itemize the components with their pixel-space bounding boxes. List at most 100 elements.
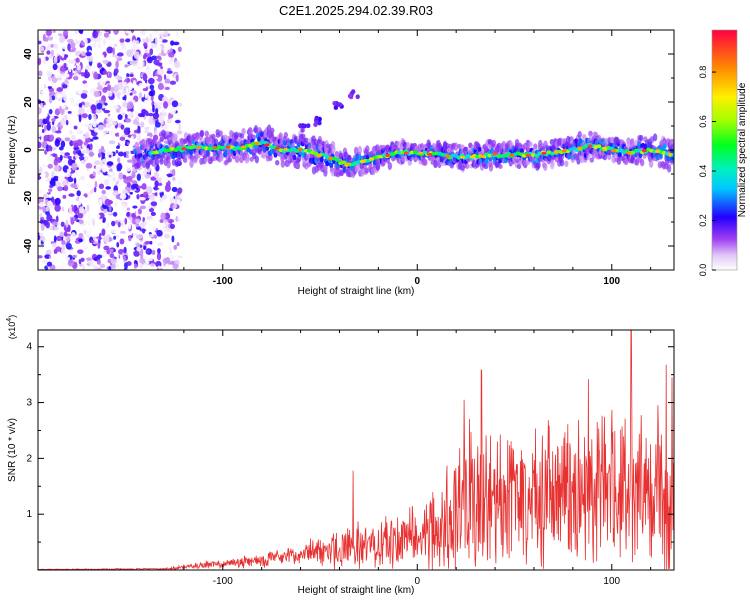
noise-speckle	[94, 180, 98, 189]
noise-speckle	[102, 59, 109, 64]
noise-speckle	[129, 73, 134, 77]
noise-speckle	[107, 91, 113, 97]
noise-speckle	[157, 185, 165, 189]
noise-speckle	[158, 56, 162, 61]
noise-speckle	[144, 126, 150, 130]
noise-speckle	[82, 227, 90, 231]
noise-speckle	[130, 124, 138, 131]
noise-speckle	[128, 235, 132, 242]
noise-speckle	[146, 107, 151, 112]
noise-speckle	[96, 102, 103, 110]
noise-speckle	[117, 79, 123, 83]
noise-speckle	[126, 207, 131, 211]
noise-speckle	[135, 242, 141, 249]
noise-speckle	[146, 249, 150, 254]
noise-speckle	[101, 104, 106, 109]
noise-speckle	[141, 109, 147, 114]
ridge-halo	[205, 149, 211, 158]
noise-speckle	[43, 193, 47, 198]
noise-speckle	[138, 92, 143, 100]
noise-speckle	[78, 195, 86, 202]
noise-speckle	[166, 98, 172, 106]
noise-speckle	[74, 217, 78, 221]
noise-speckle	[62, 89, 66, 97]
snr-series-line	[38, 330, 674, 570]
noise-speckle	[67, 158, 73, 166]
noise-speckle	[149, 240, 153, 245]
noise-speckle	[51, 221, 58, 226]
noise-speckle	[126, 142, 130, 145]
noise-speckle	[58, 30, 63, 34]
snr-multiplier: (x104)	[6, 315, 17, 339]
ridge-halo	[211, 133, 216, 141]
noise-speckle	[90, 138, 94, 142]
heatmap-xtick-label: 0	[414, 276, 420, 287]
noise-speckle	[106, 46, 114, 54]
noise-speckle	[78, 30, 83, 34]
echo-blob	[300, 127, 305, 133]
noise-speckle	[164, 78, 171, 84]
noise-speckle	[73, 75, 79, 81]
noise-speckle	[176, 31, 179, 39]
noise-speckle	[145, 216, 153, 221]
noise-speckle	[113, 202, 118, 207]
noise-speckle	[63, 155, 68, 159]
noise-speckle	[115, 149, 119, 154]
echo-blob	[298, 123, 303, 129]
noise-speckle	[50, 43, 54, 48]
noise-speckle	[53, 56, 58, 64]
noise-speckle	[99, 263, 106, 269]
ridge-halo	[431, 143, 437, 150]
noise-speckle	[61, 206, 65, 212]
heatmap-ytick-label: -20	[23, 190, 34, 205]
noise-speckle	[139, 228, 147, 232]
noise-speckle	[42, 238, 46, 243]
noise-speckle	[134, 111, 139, 116]
noise-speckle	[148, 33, 153, 39]
colorbar-label: Normalized spectral amplitude	[737, 82, 748, 217]
noise-speckle	[48, 188, 53, 192]
noise-speckle	[145, 36, 149, 44]
noise-speckle	[136, 247, 142, 252]
ridge-body	[662, 143, 667, 149]
noise-speckle	[78, 206, 85, 214]
ridge-halo	[577, 130, 582, 139]
noise-speckle	[99, 78, 106, 86]
noise-speckle	[83, 155, 89, 161]
noise-speckle	[87, 213, 92, 221]
noise-speckle	[150, 193, 155, 201]
noise-speckle	[115, 60, 119, 69]
noise-speckle	[73, 125, 78, 130]
noise-speckle	[53, 165, 60, 172]
noise-speckle	[151, 237, 157, 245]
noise-speckle	[144, 240, 151, 245]
noise-speckle	[40, 83, 45, 89]
noise-speckle	[65, 219, 69, 228]
ridge-peak	[254, 142, 260, 146]
noise-speckle	[102, 87, 108, 93]
ridge-halo	[323, 164, 328, 172]
noise-speckle	[116, 52, 124, 57]
noise-speckle	[38, 118, 44, 127]
ridge-halo	[670, 144, 674, 151]
noise-speckle	[85, 183, 92, 188]
noise-speckle	[97, 198, 103, 207]
ridge-halo	[666, 164, 672, 173]
ridge-body	[283, 140, 288, 146]
noise-speckle	[124, 35, 127, 40]
noise-speckle	[40, 171, 46, 179]
noise-speckle	[163, 233, 170, 239]
noise-speckle	[40, 223, 45, 231]
noise-speckle	[143, 52, 148, 58]
echo-blob	[333, 105, 339, 110]
noise-speckle	[120, 141, 125, 149]
ridge-halo	[453, 142, 459, 152]
noise-speckle	[38, 174, 41, 181]
noise-speckle	[68, 67, 72, 73]
noise-speckle	[174, 60, 181, 69]
noise-speckle	[53, 235, 57, 243]
noise-speckle	[38, 226, 41, 231]
noise-speckle	[63, 62, 67, 69]
noise-speckle	[123, 127, 131, 136]
noise-speckle	[128, 216, 133, 221]
